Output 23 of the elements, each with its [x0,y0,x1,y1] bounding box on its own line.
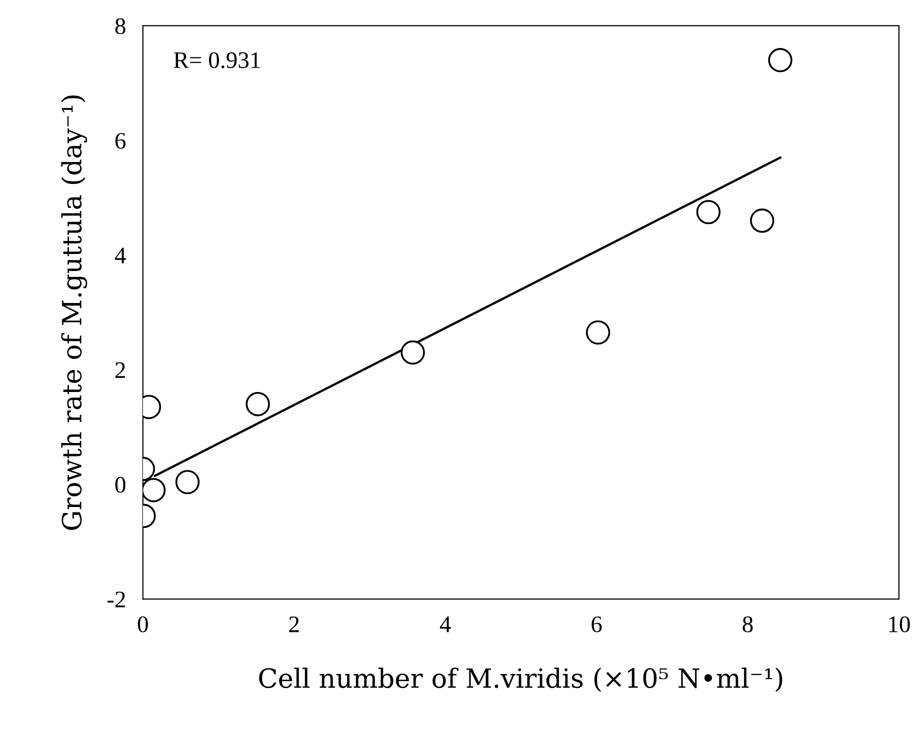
point [750,208,774,233]
x-tick-label: 0 [138,616,148,632]
point [142,478,166,502]
point [400,340,425,365]
point [586,320,610,345]
x-tick-label: 6 [592,616,602,632]
point [768,48,792,72]
x-tick-label: 2 [289,616,299,632]
x-axis-title: Cell number of M.viridis (×10⁵ N•ml⁻¹) [259,668,782,692]
x-tick-label: 4 [440,616,451,632]
x-tick-label: 8 [742,616,753,632]
y-tick-label: 0 [115,476,126,493]
y-tick-label: 8 [115,18,126,34]
annotation: R= 0.931 [174,52,260,68]
point [246,392,270,416]
x-tick-label: 10 [889,616,910,632]
point [175,470,200,494]
y-tick-label: -2 [107,592,125,608]
point [696,200,721,224]
y-tick-label: 4 [114,248,126,264]
y-tick-label: 2 [115,362,125,378]
y-axis-title: Growth rate of M.guttula (day⁻¹) [61,96,88,530]
y-tick-label: 6 [115,132,126,149]
